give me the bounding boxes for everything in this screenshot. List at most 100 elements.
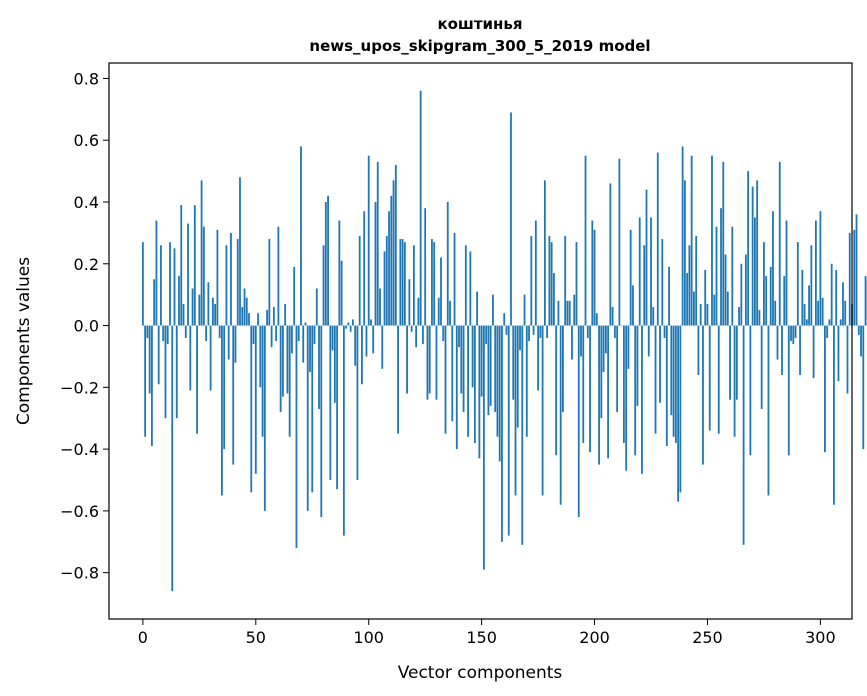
bar-90 xyxy=(345,325,348,329)
bar-43 xyxy=(239,177,241,326)
bar-306 xyxy=(833,325,835,505)
bar-64 xyxy=(286,325,289,394)
bar-260 xyxy=(729,325,731,400)
bar-214 xyxy=(625,325,628,471)
bar-320 xyxy=(864,276,867,326)
bar-170 xyxy=(525,325,528,437)
bar-55 xyxy=(266,310,268,326)
plot-frame xyxy=(108,62,853,620)
bar-87 xyxy=(338,220,341,326)
bar-89 xyxy=(342,325,345,536)
bar-219 xyxy=(636,325,639,406)
bar-218 xyxy=(634,325,637,456)
bar-135 xyxy=(446,202,449,326)
bar-238 xyxy=(679,325,682,493)
bar-300 xyxy=(819,211,822,326)
bar-241 xyxy=(686,273,689,326)
bar-308 xyxy=(837,325,840,382)
bar-39 xyxy=(230,232,232,326)
bar-78 xyxy=(318,325,320,409)
bar-159 xyxy=(501,325,503,542)
bar-282 xyxy=(778,161,781,326)
bar-80 xyxy=(322,245,325,326)
bar-296 xyxy=(810,245,813,326)
x-tick-label-3: 150 xyxy=(466,628,497,647)
bar-223 xyxy=(645,189,648,326)
bar-141 xyxy=(460,325,463,394)
bar-112 xyxy=(394,164,397,326)
bar-11 xyxy=(166,325,169,345)
bar-179 xyxy=(546,325,549,338)
bar-280 xyxy=(774,300,777,326)
bar-125 xyxy=(424,208,427,326)
bar-150 xyxy=(480,325,483,397)
bar-251 xyxy=(708,325,711,431)
bar-196 xyxy=(584,155,587,326)
bar-208 xyxy=(611,307,614,326)
bar-281 xyxy=(776,325,779,360)
bar-76 xyxy=(313,325,316,345)
bar-140 xyxy=(458,325,460,348)
bar-114 xyxy=(399,239,402,326)
x-tick-label-6: 300 xyxy=(805,628,836,647)
bar-277 xyxy=(767,325,770,496)
y-axis-ticks: −0.8 −0.6 −0.4 −0.2 0.0 0.2 0.4 0.6 0.8 xyxy=(60,69,109,583)
bar-292 xyxy=(801,269,804,326)
bar-309 xyxy=(839,319,842,326)
bar-269 xyxy=(749,325,752,456)
bar-229 xyxy=(659,325,661,403)
bar-171 xyxy=(528,325,530,341)
bar-167 xyxy=(519,325,521,351)
bar-84 xyxy=(331,325,334,351)
bar-290 xyxy=(796,242,799,326)
bar-166 xyxy=(516,325,519,428)
bar-143 xyxy=(464,245,467,326)
bar-59 xyxy=(275,325,278,341)
bar-222 xyxy=(643,245,646,326)
bar-183 xyxy=(555,325,558,456)
bar-197 xyxy=(586,325,589,338)
bar-122 xyxy=(417,297,420,326)
bar-54 xyxy=(263,325,266,511)
bar-92 xyxy=(349,325,352,332)
bar-153 xyxy=(487,325,490,416)
bar-225 xyxy=(650,217,652,326)
bar-22 xyxy=(191,288,194,326)
bar-106 xyxy=(381,325,384,369)
bar-97 xyxy=(361,325,363,385)
bar-209 xyxy=(613,325,616,338)
bar-6 xyxy=(155,220,158,326)
bar-79 xyxy=(320,325,323,518)
y-tick-label-3: −0.2 xyxy=(60,378,99,397)
bar-155 xyxy=(492,294,494,326)
bar-279 xyxy=(772,211,774,326)
bar-175 xyxy=(537,325,539,391)
y-tick-label-8: 0.8 xyxy=(74,69,99,88)
bar-14 xyxy=(173,248,176,326)
bar-34 xyxy=(218,325,221,338)
bar-117 xyxy=(406,325,409,394)
bar-132 xyxy=(440,257,442,326)
bar-127 xyxy=(428,325,431,394)
bar-73 xyxy=(306,325,309,511)
bar-133 xyxy=(442,325,445,341)
bar-53 xyxy=(261,325,264,437)
bar-101 xyxy=(370,319,372,326)
bar-144 xyxy=(467,325,469,437)
bar-192 xyxy=(575,242,578,326)
bar-198 xyxy=(589,325,591,453)
bar-10 xyxy=(164,325,167,419)
bar-258 xyxy=(724,254,727,326)
bar-123 xyxy=(419,90,422,326)
bar-69 xyxy=(297,325,300,341)
bar-272 xyxy=(756,180,759,326)
chart-title: коштинья xyxy=(437,15,522,33)
bar-165 xyxy=(514,325,517,496)
bar-32 xyxy=(214,303,217,326)
bar-83 xyxy=(329,325,332,480)
bar-36 xyxy=(223,325,226,450)
bar-85 xyxy=(333,325,336,403)
bar-61 xyxy=(279,325,282,413)
bar-142 xyxy=(462,325,465,413)
bar-21 xyxy=(189,325,192,391)
